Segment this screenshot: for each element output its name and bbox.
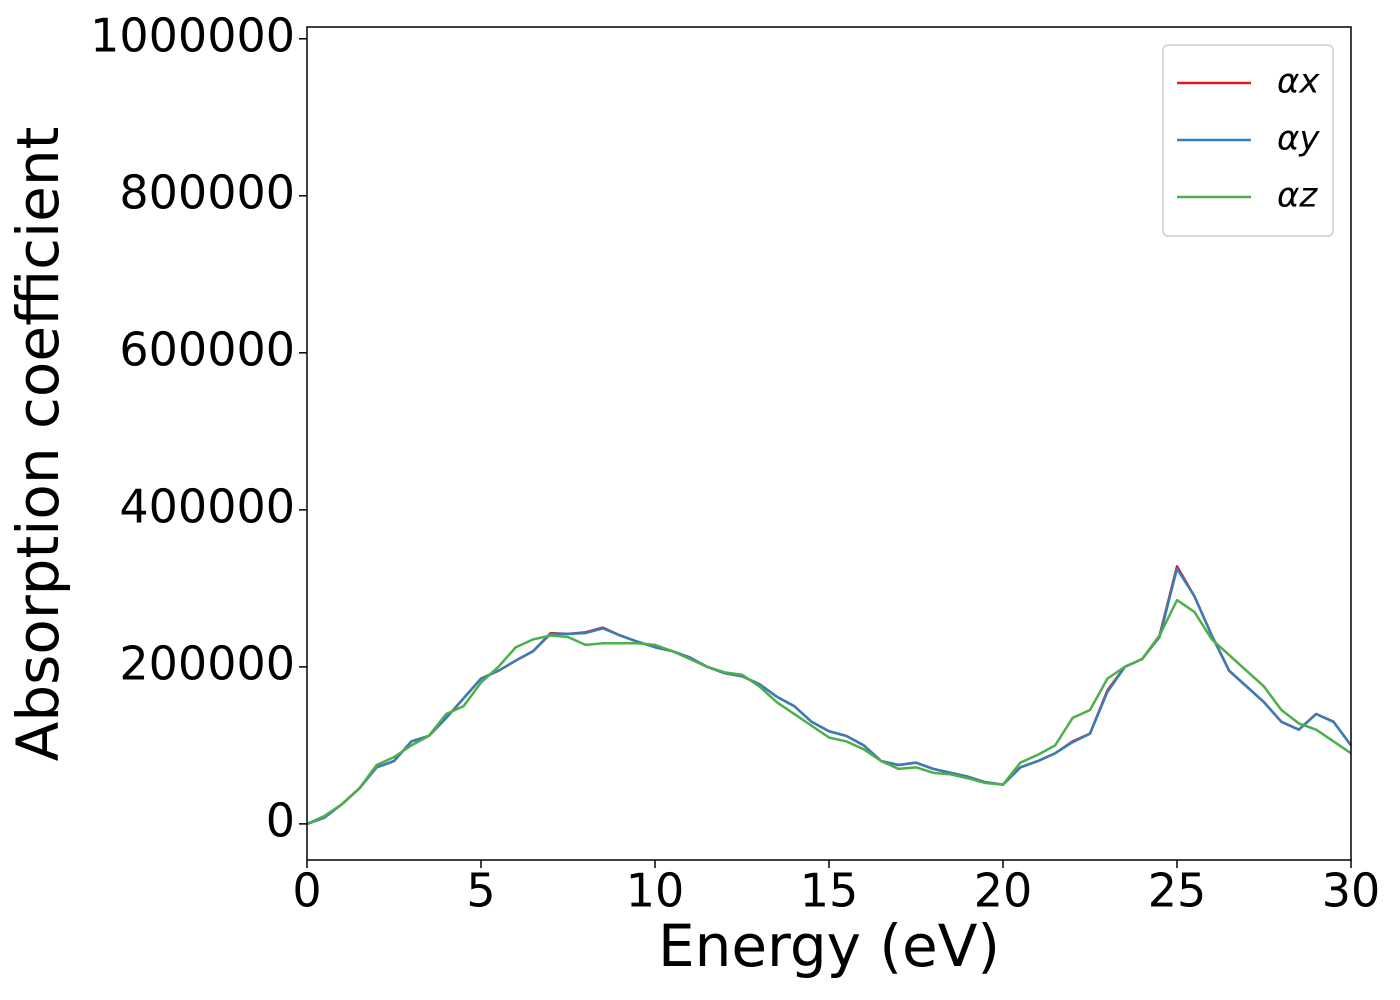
x-tick-label: 0 [292,864,321,918]
y-tick-label: 0 [266,793,295,847]
x-axis-label: Energy (eV) [658,912,1000,980]
x-tick-label: 20 [974,864,1033,918]
y-tick-label: 200000 [119,636,295,690]
y-tick-label: 800000 [119,165,295,219]
line-series [306,598,1352,826]
x-tick-label: 25 [1148,864,1207,918]
legend-label: αx [1277,62,1320,102]
line-series [306,567,1353,826]
legend-label: αz [1277,176,1318,216]
y-tick-label: 400000 [119,479,295,533]
legend-label: αy [1277,119,1320,159]
y-tick-label: 1000000 [90,8,295,62]
plot-frame [306,26,1352,861]
x-tick-label: 10 [626,864,685,918]
x-tick-label: 5 [466,864,495,918]
x-tick-label: 30 [1322,864,1381,918]
y-tick-label: 600000 [119,322,295,376]
x-tick-label: 15 [800,864,859,918]
y-axis-label: Absorption coefficient [4,127,72,762]
